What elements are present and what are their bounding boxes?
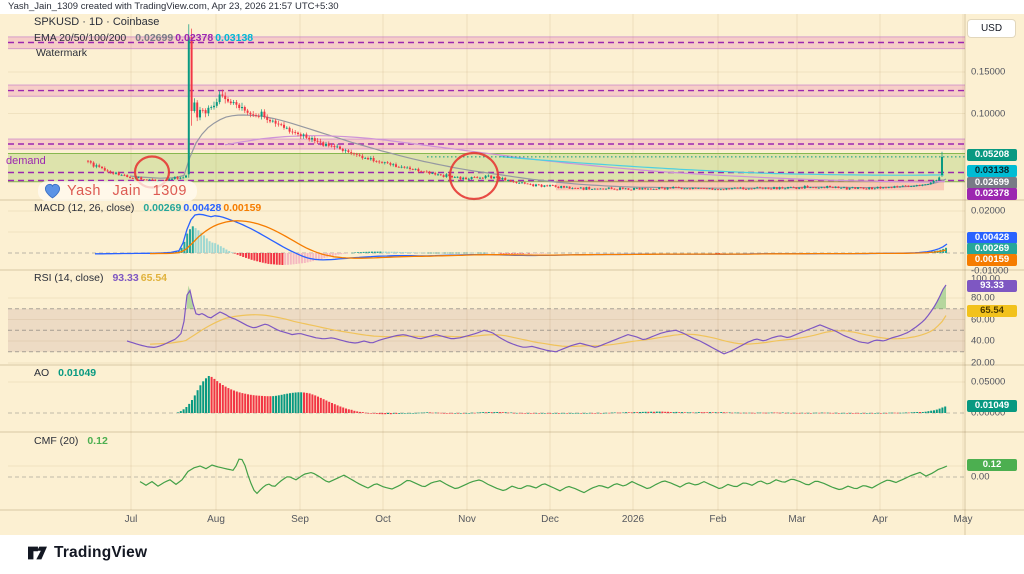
time-tick-label: Dec — [541, 514, 559, 525]
macd-legend[interactable]: MACD (12, 26, close) 0.00269 0.00428 0.001… — [34, 202, 261, 214]
cmf-line — [139, 458, 948, 495]
time-tick-label: Mar — [788, 514, 806, 525]
macd-signal-line — [150, 220, 947, 259]
rsi-legend-values: 93.33 65.54 — [110, 272, 167, 284]
macd-legend-label: MACD (12, 26, close) — [34, 202, 135, 214]
legend-value: 0.00269 — [143, 202, 182, 214]
price-badge: 0.03138 — [967, 165, 1017, 177]
ema-legend-values: 0.02699 0.02378 0.03138 — [133, 32, 253, 44]
footer-bar: TradingView — [0, 535, 1024, 574]
legend-value: 0.12 — [87, 435, 108, 447]
legend-value: 0.00159 — [223, 202, 262, 214]
ema-ribbon-fill — [556, 179, 944, 191]
rsi-legend-label: RSI (14, close) — [34, 272, 104, 284]
price-badge: 0.00428 — [967, 232, 1017, 244]
supply-1-zone — [8, 36, 965, 49]
ema-100-line — [499, 155, 945, 176]
tradingview-brand[interactable]: TradingView — [54, 544, 148, 561]
price-badge: 0.00159 — [967, 254, 1017, 266]
candlesticks — [87, 24, 943, 191]
price-tick-label: 0.02000 — [971, 205, 1006, 217]
price-badge: 65.54 — [967, 305, 1017, 317]
price-tick-label: 0.10000 — [971, 108, 1006, 119]
time-tick-label: Sep — [291, 514, 309, 525]
legend-value: 0.02378 — [175, 32, 214, 44]
tradingview-logo-icon[interactable] — [28, 545, 47, 561]
ao-legend-label: AO — [34, 367, 50, 379]
price-badge: 0.02699 — [967, 176, 1017, 189]
ema-legend-label: EMA 20/50/100/200 — [34, 32, 127, 44]
price-badge: 0.00269 — [967, 243, 1017, 255]
ao-histogram — [177, 376, 947, 415]
time-tick-label: Nov — [458, 514, 476, 525]
supply-2-zone — [8, 85, 965, 97]
legend-value: 93.33 — [112, 272, 139, 284]
ema-200-line — [224, 135, 946, 183]
ao-legend-values: 0.01049 — [56, 367, 96, 379]
time-tick-label: Aug — [207, 514, 225, 525]
price-tick-label: 0.00 — [971, 471, 990, 483]
price-tick-label: 40.00 — [971, 335, 995, 347]
legend-value: 65.54 — [140, 272, 168, 284]
macd-legend-values: 0.00269 0.00428 0.00159 — [141, 202, 261, 214]
legend-value: 0.03138 — [215, 32, 254, 44]
price-tick-label: 20.00 — [971, 357, 995, 369]
symbol-legend[interactable]: SPKUSD · 1D · Coinbase — [34, 16, 159, 28]
price-tick-label: 60.00 — [971, 314, 995, 325]
cmf-legend-label: CMF (20) — [34, 435, 79, 447]
price-tick-label: 100.00 — [971, 273, 1001, 284]
price-badge: 0.05208 — [967, 149, 1017, 161]
time-axis[interactable] — [0, 510, 1024, 535]
cmf-legend[interactable]: CMF (20) 0.12 — [34, 435, 108, 447]
rsi-ma-line — [149, 314, 947, 347]
time-tick-label: Oct — [375, 514, 391, 525]
demand-zone-label[interactable]: demand — [6, 155, 46, 167]
time-tick-label: Apr — [872, 514, 888, 525]
price-badge: 0.01049 — [967, 400, 1017, 412]
ema-legend[interactable]: EMA 20/50/100/200 0.02699 0.02378 0.03138 — [34, 32, 253, 44]
price-badge: 93.33 — [967, 279, 1017, 292]
user-watermark-text: Yash Jain 1309 — [67, 183, 187, 199]
circle-annotation — [448, 151, 500, 201]
header-bar: Yash_Jain_1309 created with TradingView.… — [0, 0, 1024, 14]
time-tick-label: May — [953, 514, 973, 525]
heart-icon — [44, 183, 61, 199]
legend-value: 0.00428 — [183, 202, 222, 214]
chart-background — [0, 14, 1024, 535]
time-tick-label: 2026 — [621, 514, 645, 525]
currency-unit-button[interactable]: USD — [968, 20, 1015, 37]
time-tick-label: Jul — [124, 514, 138, 525]
time-tick-label: Feb — [709, 514, 727, 525]
legend-value: 0.02699 — [135, 32, 174, 44]
user-watermark: Yash Jain 1309 — [38, 181, 197, 201]
watermark-drawing-label[interactable]: Watermark — [36, 47, 87, 59]
ao-legend[interactable]: AO 0.01049 — [34, 367, 96, 379]
price-tick-label: 80.00 — [971, 292, 995, 304]
ema-20-line — [129, 114, 947, 189]
supply-3-zone — [8, 139, 965, 149]
price-badge: 0.12 — [967, 458, 1017, 471]
price-badge: 0.02378 — [967, 187, 1017, 200]
price-tick-label: 0.05000 — [971, 376, 1006, 388]
cmf-legend-values: 0.12 — [85, 435, 107, 447]
price-tick-label: -0.01000 — [971, 265, 1009, 276]
symbol-title: SPKUSD · 1D · Coinbase — [34, 16, 160, 28]
rsi-line — [126, 284, 947, 355]
header-attribution-text: Yash_Jain_1309 created with TradingView.… — [8, 1, 339, 12]
legend-value: 0.01049 — [58, 367, 97, 379]
rsi-legend[interactable]: RSI (14, close) 93.33 65.54 — [34, 272, 167, 284]
price-tick-label: 0.15000 — [971, 66, 1006, 78]
price-tick-label: 0.00000 — [971, 407, 1006, 419]
